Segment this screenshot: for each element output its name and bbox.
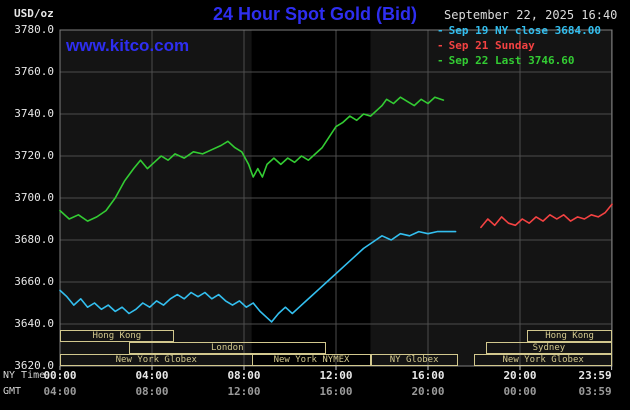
legend-label: Sep 19 NY close 3684.00 — [448, 24, 601, 37]
session-box-london: London — [129, 342, 326, 354]
legend-label: Sep 21 Sunday — [448, 39, 535, 52]
y-axis-label: 3760.0 — [14, 65, 54, 78]
x-axis-label-gmt: 00:00 — [503, 385, 537, 398]
session-box-hong-kong: Hong Kong — [526, 330, 613, 342]
session-box-sydney: Sydney — [485, 342, 613, 354]
x-axis-label-ny: 08:00 — [227, 369, 261, 382]
legend-item-sep-21: - Sep 21 Sunday — [437, 39, 535, 52]
x-axis-caption-ny-time: NY Time — [3, 370, 46, 381]
legend-line-marker: - — [437, 39, 444, 52]
chart-datetime: September 22, 2025 16:40 — [444, 8, 618, 22]
price-units-label: USD/oz — [14, 7, 54, 20]
x-axis-label-gmt: 04:00 — [43, 385, 77, 398]
y-axis-label: 3700.0 — [14, 191, 54, 204]
x-axis-label-gmt: 08:00 — [135, 385, 169, 398]
x-axis-label-gmt: 16:00 — [319, 385, 353, 398]
series-line-sep-21 — [480, 203, 613, 229]
x-axis-label-ny: 23:59 — [578, 369, 612, 382]
session-box-new-york-globex: New York Globex — [60, 354, 253, 366]
y-axis-label: 3660.0 — [14, 275, 54, 288]
x-axis-label-ny: 00:00 — [43, 369, 77, 382]
series-line-sep-19 — [59, 230, 457, 323]
y-axis-label: 3720.0 — [14, 149, 54, 162]
legend-line-marker: - — [437, 54, 444, 67]
legend-item-sep-22: - Sep 22 Last 3746.60 — [437, 54, 574, 67]
y-axis-label: 3680.0 — [14, 233, 54, 246]
x-axis-label-gmt: 12:00 — [227, 385, 261, 398]
chart-title: 24 Hour Spot Gold (Bid) — [213, 4, 417, 24]
x-axis-label-ny: 20:00 — [503, 369, 537, 382]
legend-label: Sep 22 Last 3746.60 — [448, 54, 575, 67]
x-axis-label-ny: 16:00 — [411, 369, 445, 382]
x-axis-label-ny: 12:00 — [319, 369, 353, 382]
session-box-new-york-nymex: New York NYMEX — [251, 354, 372, 366]
y-axis-label: 3620.0 — [14, 359, 54, 372]
x-axis-label-gmt: 20:00 — [411, 385, 445, 398]
legend-item-sep-19: - Sep 19 NY close 3684.00 — [437, 24, 601, 37]
legend-line-marker: - — [437, 24, 444, 37]
series-line-sep-22 — [59, 96, 445, 222]
y-axis-label: 3640.0 — [14, 317, 54, 330]
session-box-new-york-globex: New York Globex — [474, 354, 613, 366]
y-axis-label: 3740.0 — [14, 107, 54, 120]
session-box-hong-kong: Hong Kong — [60, 330, 174, 342]
x-axis-label-ny: 04:00 — [135, 369, 169, 382]
x-axis-label-gmt: 03:59 — [578, 385, 612, 398]
session-box-ny-globex: NY Globex — [370, 354, 458, 366]
x-axis-caption-gmt: GMT — [3, 386, 22, 397]
y-axis-label: 3780.0 — [14, 23, 54, 36]
kitco-site-link[interactable]: www.kitco.com — [66, 36, 190, 55]
